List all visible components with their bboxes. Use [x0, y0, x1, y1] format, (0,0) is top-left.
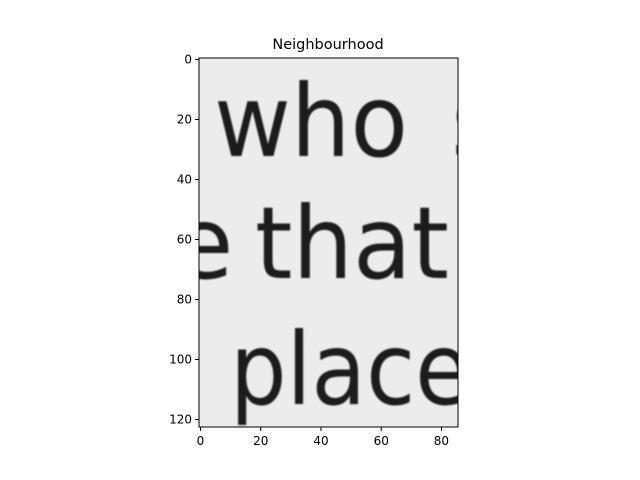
- x-axis-ticks: 0 20 40 60 80: [197, 427, 449, 448]
- image-plot-area: who s e that place: [172, 58, 503, 428]
- x-tick-label: 20: [253, 434, 268, 448]
- image-speckle: [199, 58, 458, 427]
- y-tick-label: 40: [177, 173, 192, 187]
- image-text-group: who s e that place: [172, 63, 503, 428]
- chart-title: Neighbourhood: [272, 37, 383, 53]
- x-tick-label: 40: [313, 434, 328, 448]
- x-tick-label: 60: [374, 434, 389, 448]
- y-tick-label: 60: [177, 233, 192, 247]
- x-tick-label: 0: [197, 434, 205, 448]
- y-axis-ticks: 0 20 40 60 80 100 120: [169, 53, 199, 427]
- image-line-that: that: [255, 185, 449, 302]
- y-tick-label: 80: [177, 293, 192, 307]
- image-line-that-partial-left: e: [172, 185, 234, 302]
- image-line-who-partial-right: s: [451, 63, 503, 180]
- image-line-who: who: [214, 63, 408, 180]
- y-tick-label: 20: [177, 113, 192, 127]
- y-tick-label: 0: [184, 53, 192, 67]
- x-tick-label: 80: [434, 434, 449, 448]
- axes-frame: [198, 57, 459, 428]
- image-line-place: place: [230, 311, 470, 428]
- y-tick-label: 120: [169, 413, 192, 427]
- y-tick-label: 100: [169, 353, 192, 367]
